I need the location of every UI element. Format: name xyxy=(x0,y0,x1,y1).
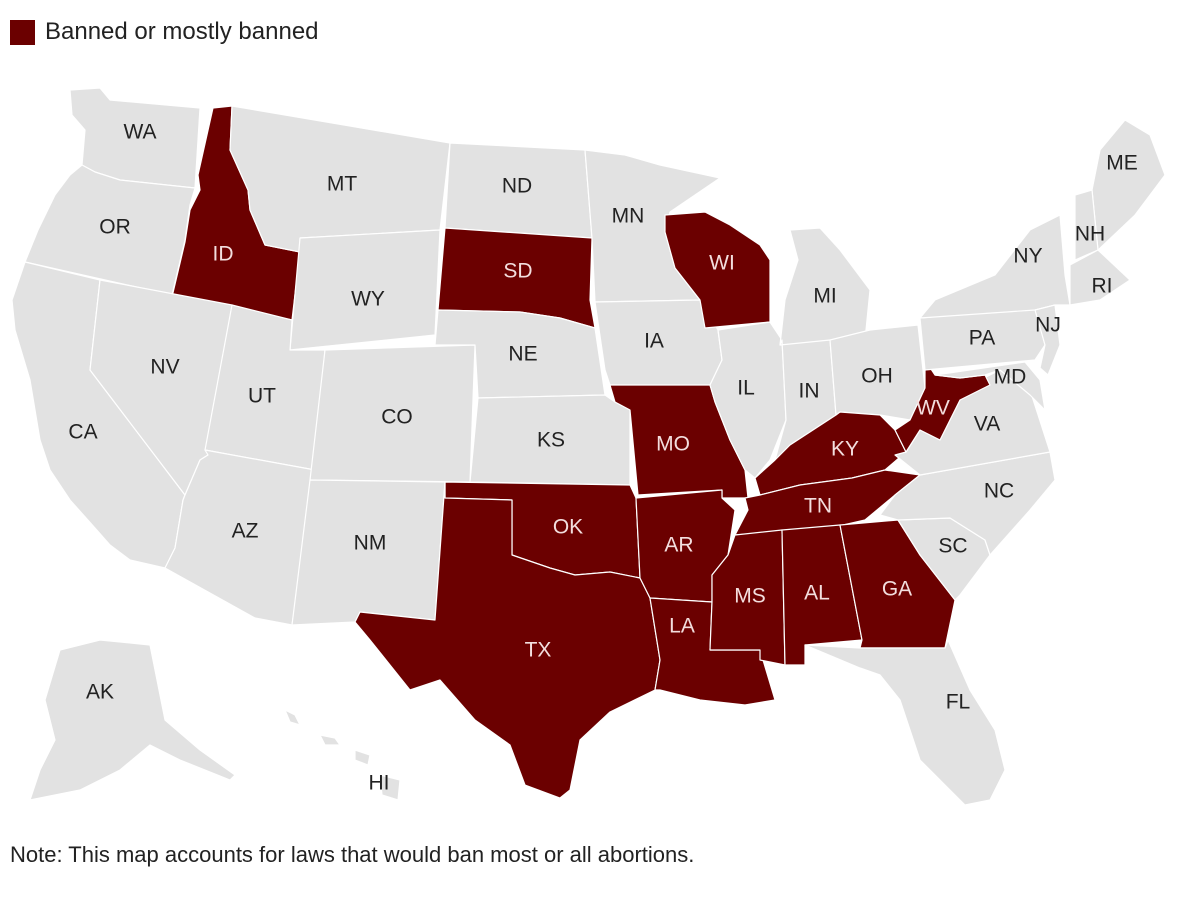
state-label-ok: OK xyxy=(553,516,583,539)
state-label-co: CO xyxy=(381,406,413,429)
state-label-nm: NM xyxy=(354,532,387,555)
state-label-tx: TX xyxy=(525,639,552,662)
state-shape-wy xyxy=(289,229,441,351)
state-label-ky: KY xyxy=(831,438,859,461)
state-label-in: IN xyxy=(799,380,820,403)
state-labels-layer: WA OR CA ID NV MT WY UT AZ CO NM ND SD NE KS OK TX MN IA MO… xyxy=(68,121,1137,795)
state-shape-me xyxy=(1091,119,1166,251)
state-label-sc: SC xyxy=(938,535,967,558)
state-label-mt: MT xyxy=(327,173,357,196)
state-label-ar: AR xyxy=(664,534,693,557)
state-label-il: IL xyxy=(737,377,755,400)
state-shape-ak xyxy=(29,639,236,801)
state-label-nh: NH xyxy=(1075,223,1105,246)
state-label-ri: RI xyxy=(1092,275,1113,298)
state-label-va: VA xyxy=(974,413,1000,436)
state-label-ne: NE xyxy=(508,343,537,366)
state-shape-nj xyxy=(1034,304,1061,376)
state-label-md: MD xyxy=(994,366,1027,389)
state-label-id: ID xyxy=(213,243,234,266)
legend-swatch-banned xyxy=(10,19,35,45)
state-label-wy: WY xyxy=(351,288,385,311)
state-label-sd: SD xyxy=(503,260,532,283)
state-label-al: AL xyxy=(804,582,830,605)
state-label-ia: IA xyxy=(644,330,664,353)
state-shape-nc xyxy=(879,451,1056,556)
state-label-wi: WI xyxy=(709,252,735,275)
map-note: Note: This map accounts for laws that wo… xyxy=(10,842,695,867)
state-shape-fl xyxy=(804,639,1006,806)
state-label-nv: NV xyxy=(150,356,179,379)
state-label-pa: PA xyxy=(969,327,995,350)
state-label-mo: MO xyxy=(656,433,690,456)
state-label-fl: FL xyxy=(946,691,971,714)
state-label-ny: NY xyxy=(1013,245,1042,268)
state-label-ca: CA xyxy=(68,421,97,444)
state-shape-tx xyxy=(354,481,661,799)
state-label-la: LA xyxy=(669,615,695,638)
state-shape-ny xyxy=(919,214,1071,319)
state-shape-hi xyxy=(284,709,401,801)
state-label-nd: ND xyxy=(502,175,532,198)
us-states-map: WA OR CA ID NV MT WY UT AZ CO NM ND SD NE KS OK TX MN IA MO… xyxy=(11,87,1166,806)
state-shape-ri xyxy=(1069,249,1131,306)
state-label-nc: NC xyxy=(984,480,1014,503)
state-label-wv: WV xyxy=(916,397,950,420)
state-label-az: AZ xyxy=(232,520,259,543)
state-label-oh: OH xyxy=(861,365,893,388)
legend-label: Banned or mostly banned xyxy=(45,18,319,45)
state-label-ks: KS xyxy=(537,429,565,452)
state-label-ak: AK xyxy=(86,681,114,704)
state-label-wa: WA xyxy=(123,121,156,144)
state-shape-il xyxy=(709,321,787,479)
state-label-me: ME xyxy=(1106,152,1138,175)
state-label-mi: MI xyxy=(813,285,836,308)
state-shape-mt xyxy=(229,105,451,253)
state-label-ut: UT xyxy=(248,385,276,408)
state-label-or: OR xyxy=(99,216,131,239)
state-label-tn: TN xyxy=(804,495,832,518)
state-label-ga: GA xyxy=(882,578,912,601)
state-label-hi: HI xyxy=(369,772,390,795)
state-label-mn: MN xyxy=(612,205,645,228)
state-label-ms: MS xyxy=(734,585,766,608)
state-label-nj: NJ xyxy=(1035,314,1061,337)
map-legend: Banned or mostly banned xyxy=(10,18,319,46)
state-shape-md xyxy=(934,361,1046,411)
states-layer xyxy=(11,87,1166,806)
